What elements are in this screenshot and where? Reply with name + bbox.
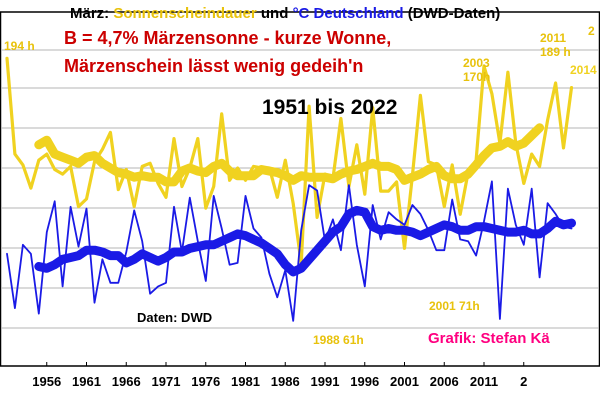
x-tick-label-1966: 1966 — [112, 374, 141, 389]
x-tick-label-1971: 1971 — [152, 374, 181, 389]
x-tick-label-2011: 2011 — [470, 374, 498, 389]
title-suffix: (DWD-Daten) — [407, 5, 501, 22]
x-tick-label-2: 2 — [520, 374, 527, 389]
x-tick-label-2006: 2006 — [430, 374, 459, 389]
x-tick-label-1961: 1961 — [72, 374, 101, 389]
title-sun-label: Sonnenscheindauer — [113, 5, 257, 22]
annotation-194h: 194 h — [4, 39, 35, 53]
annotation-2011-189h: 2011 189 h — [540, 31, 571, 60]
annotation-2003-170h-text: 2003 170h — [463, 56, 491, 84]
title-joiner: und — [260, 5, 289, 22]
annotation-1988-61h: 1988 61h — [313, 333, 364, 347]
annotation-edge: 2 — [588, 24, 595, 38]
x-tick-label-1976: 1976 — [191, 374, 220, 389]
annotation-2001-71h: 2001 71h — [429, 299, 480, 313]
period-label: 1951 bis 2022 — [262, 96, 398, 119]
chart-title: März: Sonnenscheindauer und °C Deutschla… — [70, 5, 500, 22]
series-line-temperature — [6, 180, 573, 322]
x-tick-label-1991: 1991 — [311, 374, 340, 389]
series-line-temperature-trend — [34, 205, 576, 277]
annotation-2011-189h-text: 2011 189 h — [540, 31, 571, 59]
series-line-sunshine-trend — [34, 123, 545, 187]
annotation-2014: 2014 — [570, 63, 597, 77]
graphic-credit: Grafik: Stefan Kä — [428, 330, 550, 347]
data-source-label: Daten: DWD — [137, 310, 213, 325]
title-temp-label: °C Deutschland — [292, 5, 404, 22]
annotation-2003-170h: 2003 170h — [463, 56, 491, 85]
x-tick-label-1986: 1986 — [271, 374, 300, 389]
x-tick-label-1981: 1981 — [231, 374, 260, 389]
x-tick-label-1996: 1996 — [350, 374, 379, 389]
headline-line-1: B = 4,7% Märzensonne - kurze Wonne, — [64, 28, 392, 48]
x-tick-label-2001: 2001 — [390, 374, 419, 389]
headline-line-2: Märzenschein lässt wenig gedeih'n — [64, 56, 364, 76]
x-tick-label-1956: 1956 — [32, 374, 61, 389]
title-prefix: März: — [70, 5, 110, 22]
